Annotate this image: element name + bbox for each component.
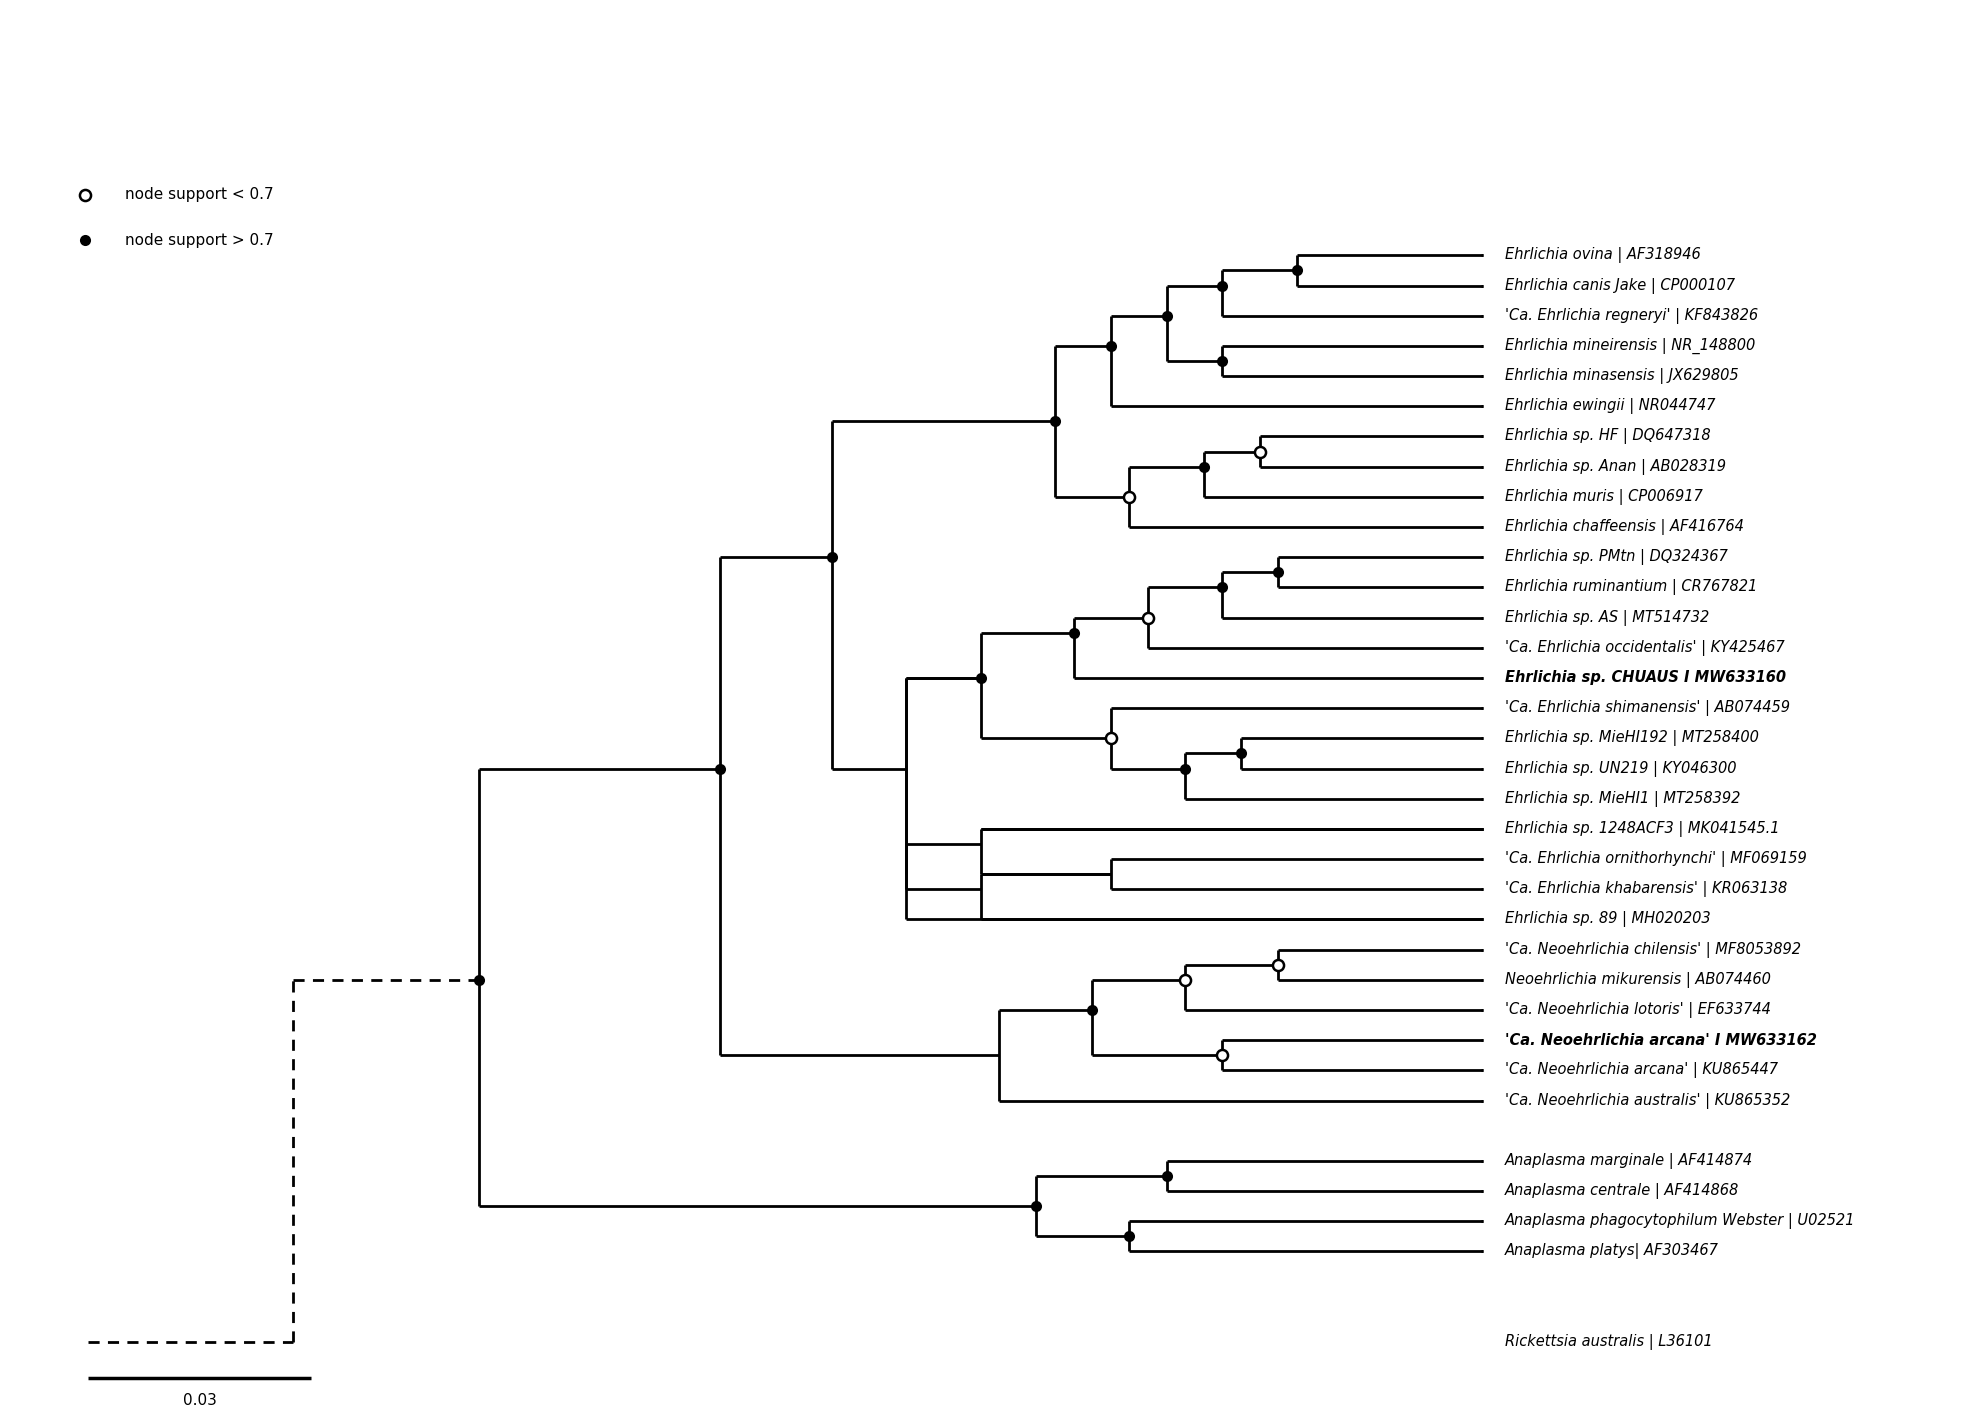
Text: Ehrlichia chaffeensis | AF416764: Ehrlichia chaffeensis | AF416764: [1505, 519, 1744, 536]
Text: 'Ca. Neoehrlichia australis' | KU865352: 'Ca. Neoehrlichia australis' | KU865352: [1505, 1093, 1790, 1108]
Text: node support < 0.7: node support < 0.7: [125, 188, 273, 203]
Text: Anaplasma marginale | AF414874: Anaplasma marginale | AF414874: [1505, 1152, 1752, 1169]
Text: 'Ca. Ehrlichia ornithorhynchi' | MF069159: 'Ca. Ehrlichia ornithorhynchi' | MF06915…: [1505, 851, 1808, 867]
Text: Ehrlichia muris | CP006917: Ehrlichia muris | CP006917: [1505, 489, 1703, 504]
Text: Ehrlichia sp. MieHI192 | MT258400: Ehrlichia sp. MieHI192 | MT258400: [1505, 730, 1758, 746]
Text: Anaplasma centrale | AF414868: Anaplasma centrale | AF414868: [1505, 1184, 1738, 1199]
Text: 'Ca. Ehrlichia occidentalis' | KY425467: 'Ca. Ehrlichia occidentalis' | KY425467: [1505, 639, 1784, 655]
Text: Rickettsia australis | L36101: Rickettsia australis | L36101: [1505, 1334, 1713, 1350]
Text: 'Ca. Neoehrlichia arcana' | KU865447: 'Ca. Neoehrlichia arcana' | KU865447: [1505, 1063, 1778, 1079]
Text: Ehrlichia sp. 1248ACF3 | MK041545.1: Ehrlichia sp. 1248ACF3 | MK041545.1: [1505, 821, 1780, 837]
Text: Ehrlichia minasensis | JX629805: Ehrlichia minasensis | JX629805: [1505, 368, 1738, 384]
Text: 'Ca. Neoehrlichia arcana' I MW633162: 'Ca. Neoehrlichia arcana' I MW633162: [1505, 1033, 1818, 1047]
Text: Anaplasma phagocytophilum Webster | U02521: Anaplasma phagocytophilum Webster | U025…: [1505, 1214, 1855, 1229]
Text: Ehrlichia sp. HF | DQ647318: Ehrlichia sp. HF | DQ647318: [1505, 429, 1711, 445]
Text: Ehrlichia sp. 89 | MH020203: Ehrlichia sp. 89 | MH020203: [1505, 911, 1711, 928]
Text: 'Ca. Ehrlichia regneryi' | KF843826: 'Ca. Ehrlichia regneryi' | KF843826: [1505, 308, 1758, 324]
Text: 'Ca. Ehrlichia shimanensis' | AB074459: 'Ca. Ehrlichia shimanensis' | AB074459: [1505, 701, 1790, 716]
Text: Ehrlichia sp. UN219 | KY046300: Ehrlichia sp. UN219 | KY046300: [1505, 760, 1736, 776]
Text: Ehrlichia mineirensis | NR_148800: Ehrlichia mineirensis | NR_148800: [1505, 338, 1754, 354]
Text: 'Ca. Neoehrlichia lotoris' | EF633744: 'Ca. Neoehrlichia lotoris' | EF633744: [1505, 1002, 1770, 1017]
Text: 0.03: 0.03: [182, 1394, 216, 1408]
Text: Ehrlichia sp. PMtn | DQ324367: Ehrlichia sp. PMtn | DQ324367: [1505, 550, 1729, 566]
Text: Ehrlichia ovina | AF318946: Ehrlichia ovina | AF318946: [1505, 247, 1701, 263]
Text: Ehrlichia sp. MieHI1 | MT258392: Ehrlichia sp. MieHI1 | MT258392: [1505, 790, 1740, 807]
Text: node support > 0.7: node support > 0.7: [125, 233, 273, 247]
Text: 'Ca. Neoehrlichia chilensis' | MF8053892: 'Ca. Neoehrlichia chilensis' | MF8053892: [1505, 942, 1802, 958]
Text: Ehrlichia ruminantium | CR767821: Ehrlichia ruminantium | CR767821: [1505, 580, 1758, 595]
Text: Anaplasma platys| AF303467: Anaplasma platys| AF303467: [1505, 1243, 1719, 1259]
Text: Ehrlichia canis Jake | CP000107: Ehrlichia canis Jake | CP000107: [1505, 277, 1734, 294]
Text: Ehrlichia ewingii | NR044747: Ehrlichia ewingii | NR044747: [1505, 398, 1715, 415]
Text: Ehrlichia sp. CHUAUS I MW633160: Ehrlichia sp. CHUAUS I MW633160: [1505, 671, 1786, 685]
Text: Neoehrlichia mikurensis | AB074460: Neoehrlichia mikurensis | AB074460: [1505, 972, 1770, 988]
Text: Ehrlichia sp. Anan | AB028319: Ehrlichia sp. Anan | AB028319: [1505, 459, 1727, 475]
Text: Ehrlichia sp. AS | MT514732: Ehrlichia sp. AS | MT514732: [1505, 610, 1709, 625]
Text: 'Ca. Ehrlichia khabarensis' | KR063138: 'Ca. Ehrlichia khabarensis' | KR063138: [1505, 881, 1788, 897]
